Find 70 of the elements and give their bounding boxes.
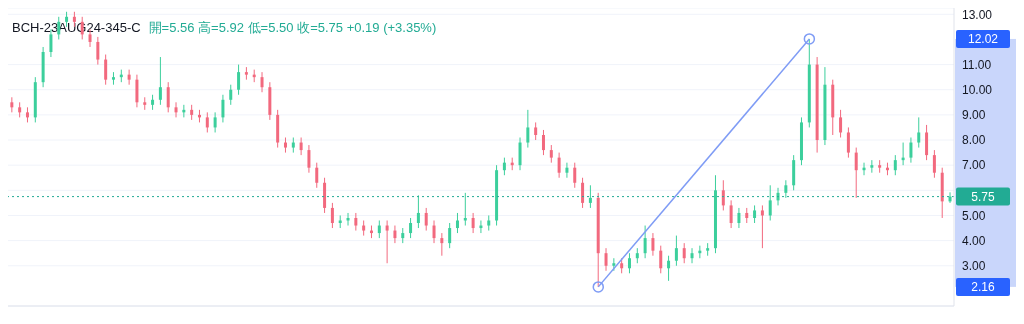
candlestick	[416, 194, 420, 229]
candlestick	[393, 225, 397, 244]
candlestick	[909, 137, 913, 164]
candlestick	[674, 235, 678, 267]
candlestick	[237, 64, 241, 96]
text: 12.02	[967, 31, 999, 46]
candlestick	[518, 137, 522, 171]
candlestick	[682, 242, 686, 264]
y-tick-label: 4.00	[962, 233, 986, 248]
ref-line-label: 5.75	[971, 189, 995, 204]
candlestick	[651, 232, 655, 257]
candlestick	[213, 111, 217, 133]
candlestick	[573, 162, 577, 189]
candlestick	[690, 247, 694, 264]
candlestick	[440, 232, 444, 257]
candlestick	[917, 116, 921, 149]
candlestick	[104, 54, 108, 86]
y-tick-label: 13.00	[962, 7, 993, 22]
y-tick-label: 9.00	[962, 108, 986, 123]
y-tick-label: 7.00	[962, 158, 986, 173]
candlestick	[932, 149, 936, 179]
candlestick	[565, 162, 569, 179]
y-tick-label: 5.00	[962, 208, 986, 223]
candlestick	[846, 126, 850, 159]
candlestick	[166, 81, 170, 113]
y-tick-label: 11.00	[962, 57, 992, 72]
candlestick	[604, 247, 608, 272]
candlestick	[588, 184, 592, 209]
candlestick	[409, 217, 413, 239]
candlestick	[96, 36, 100, 66]
text: 開=5.56 高=5.92 低=5.50 收=5.75 +0.19 (+3.35%)	[148, 20, 437, 35]
candlestick	[424, 207, 428, 232]
candlestick	[925, 124, 929, 161]
candlestick	[667, 255, 671, 282]
candlestick	[627, 252, 631, 274]
candlestick	[737, 207, 741, 229]
candlestick	[893, 154, 897, 176]
candlestick	[643, 225, 647, 259]
candlestick	[760, 204, 764, 249]
candlestick	[135, 74, 139, 108]
candlestick	[385, 220, 389, 264]
candlestick	[260, 71, 264, 93]
candlestick	[729, 199, 733, 229]
candlestick	[205, 111, 209, 133]
candlestick	[581, 177, 585, 209]
candlestick	[448, 222, 452, 249]
candlestick	[330, 202, 334, 229]
candlestick	[432, 220, 436, 244]
candlestick	[768, 184, 772, 221]
candlestick	[721, 179, 725, 211]
y-tick-label: 8.00	[962, 133, 986, 148]
candlestick	[174, 101, 178, 118]
candlestick	[229, 84, 233, 106]
candlestick	[526, 109, 530, 149]
candlestick	[158, 56, 162, 106]
candlestick	[839, 109, 843, 139]
y-tick-label: 3.00	[962, 259, 986, 274]
candlestick	[557, 152, 561, 179]
candlestick	[315, 162, 319, 189]
candlestick	[455, 212, 459, 234]
candlestick	[854, 147, 858, 199]
text: 2.16	[971, 279, 995, 294]
y-tick-label: 10.00	[962, 82, 993, 97]
candlestick	[541, 129, 545, 156]
candlestick	[299, 137, 303, 156]
candlestick	[307, 144, 311, 174]
candlestick	[659, 245, 663, 274]
candlestick	[471, 212, 475, 234]
candlestick	[127, 69, 131, 86]
candlestick	[221, 94, 225, 123]
